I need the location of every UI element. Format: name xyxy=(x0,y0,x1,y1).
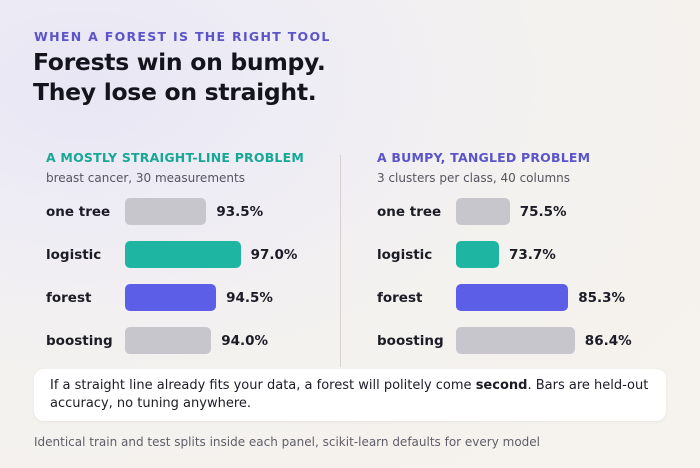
bar-value-label: 75.5% xyxy=(519,204,567,220)
bar-row: forest 94.5% xyxy=(46,284,346,314)
category-label: logistic xyxy=(377,247,433,263)
panel-bumpy-tangled: A BUMPY, TANGLED PROBLEM 3 clusters per … xyxy=(377,150,677,360)
category-label: one tree xyxy=(377,204,442,220)
callout-text-after: . Bars are held-out accuracy, no tuning … xyxy=(50,378,649,411)
category-label: forest xyxy=(46,290,92,306)
bar-row: boosting 86.4% xyxy=(377,327,677,357)
category-label: logistic xyxy=(46,247,102,263)
bar-value-label: 85.3% xyxy=(578,290,626,306)
category-label: boosting xyxy=(46,333,113,349)
eyebrow-label: WHEN A FOREST IS THE RIGHT TOOL xyxy=(34,29,331,44)
panel-title: A BUMPY, TANGLED PROBLEM xyxy=(377,150,591,165)
bar-value-label: 97.0% xyxy=(250,247,298,263)
bar-row: one tree 75.5% xyxy=(377,198,677,228)
bar xyxy=(456,198,510,225)
bar-row: one tree 93.5% xyxy=(46,198,346,228)
bar xyxy=(456,241,499,268)
bar xyxy=(125,241,241,268)
page-headline: Forests win on bumpy. They lose on strai… xyxy=(33,47,326,107)
panel-title: A MOSTLY STRAIGHT-LINE PROBLEM xyxy=(46,150,304,165)
headline-line-2: They lose on straight. xyxy=(33,78,317,106)
bar xyxy=(125,327,212,354)
headline-line-1: Forests win on bumpy. xyxy=(33,48,326,76)
bar-value-label: 93.5% xyxy=(216,204,264,220)
callout-emphasis: second xyxy=(475,378,528,393)
callout-box: If a straight line already fits your dat… xyxy=(34,369,666,421)
bar-value-label: 73.7% xyxy=(508,247,556,263)
bar-value-label: 94.5% xyxy=(226,290,273,306)
bar xyxy=(125,198,207,225)
panel-divider xyxy=(340,155,341,367)
panel-straight-line: A MOSTLY STRAIGHT-LINE PROBLEM breast ca… xyxy=(46,150,346,360)
panel-subtitle: breast cancer, 30 measurements xyxy=(46,171,245,185)
bar xyxy=(125,284,217,311)
bar-row: boosting 94.0% xyxy=(46,327,346,357)
bar-row: logistic 73.7% xyxy=(377,241,677,271)
bar-value-label: 94.0% xyxy=(221,333,269,349)
callout-text-before: If a straight line already fits your dat… xyxy=(50,378,476,393)
panel-subtitle: 3 clusters per class, 40 columns xyxy=(377,171,571,185)
callout-text: If a straight line already fits your dat… xyxy=(50,377,658,413)
category-label: one tree xyxy=(46,204,111,220)
category-label: forest xyxy=(377,290,423,306)
category-label: boosting xyxy=(377,333,444,349)
bar xyxy=(456,327,575,354)
bar-row: logistic 97.0% xyxy=(46,241,346,271)
bar-value-label: 86.4% xyxy=(584,333,632,349)
bar-row: forest 85.3% xyxy=(377,284,677,314)
bar xyxy=(456,284,569,311)
footnote: Identical train and test splits inside e… xyxy=(34,435,541,449)
